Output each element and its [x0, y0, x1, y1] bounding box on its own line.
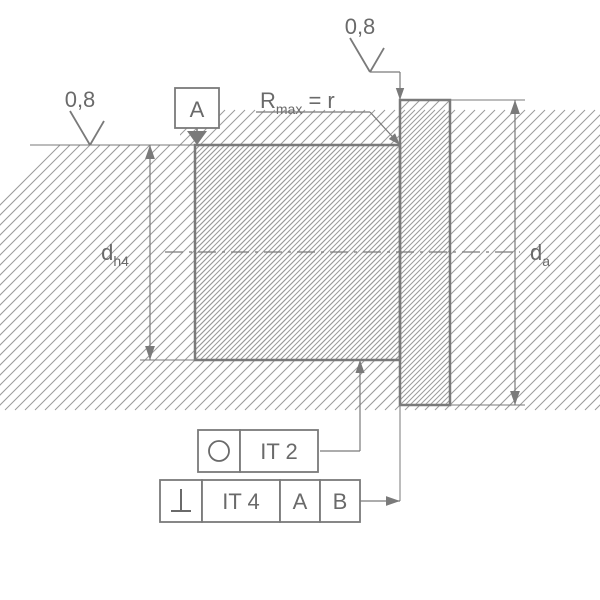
fcf1-tol: IT 2: [260, 439, 298, 464]
datum-a-label: A: [190, 97, 205, 122]
label-rmax: Rmax = r: [260, 88, 335, 117]
fcf2-datum-a: A: [293, 489, 308, 514]
label-d-h4: dh4: [101, 240, 129, 269]
surface-right-value: 0,8: [345, 14, 376, 39]
fcf2-tol: IT 4: [222, 489, 260, 514]
label-d-a: da: [530, 240, 550, 269]
surface-left-value: 0,8: [65, 87, 96, 112]
fcf2-datum-b: B: [333, 489, 348, 514]
